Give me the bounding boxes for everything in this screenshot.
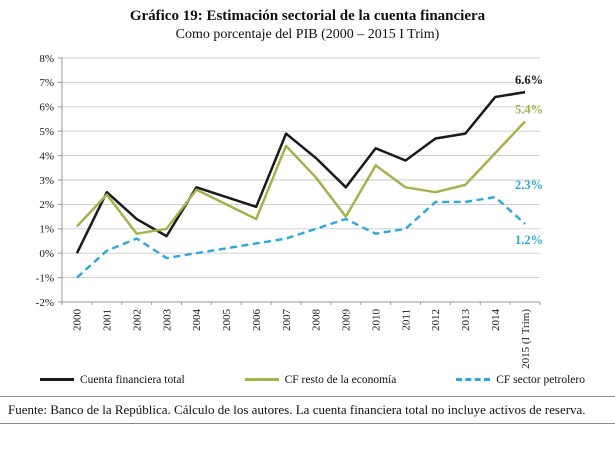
x-tick-label: 2001 bbox=[102, 309, 114, 331]
x-tick-label: 2000 bbox=[72, 308, 84, 331]
x-tick-label: 2004 bbox=[191, 308, 203, 331]
x-tick-label: 2002 bbox=[131, 309, 143, 331]
x-tick-label: 2012 bbox=[430, 309, 442, 331]
chart-legend: Cuenta financiera total CF resto de la e… bbox=[0, 374, 615, 386]
y-tick-label: 8% bbox=[39, 52, 54, 64]
x-tick-label: 2005 bbox=[221, 308, 233, 331]
footer-block: Fuente: Banco de la República. Cálculo d… bbox=[0, 395, 615, 425]
y-tick-label: -2% bbox=[36, 296, 54, 308]
series-line-2 bbox=[76, 195, 526, 279]
y-tick-label: 3% bbox=[39, 174, 54, 186]
chart-title: Gráfico 19: Estimación sectorial de la c… bbox=[129, 8, 486, 24]
y-tick-label: 0% bbox=[39, 248, 54, 260]
series-end-label: 6.6% bbox=[515, 73, 543, 87]
x-tick-label: 2007 bbox=[281, 308, 293, 331]
series-end-label: 1.2% bbox=[515, 232, 543, 246]
x-tick-label: 2008 bbox=[311, 308, 323, 331]
x-tick-label: 2015 (I Trim) bbox=[520, 308, 532, 368]
source-note: Fuente: Banco de la República. Cálculo d… bbox=[8, 401, 586, 417]
x-tick-label: 2009 bbox=[341, 308, 353, 331]
y-tick-label: 7% bbox=[39, 77, 54, 89]
series-end-label: 5.4% bbox=[515, 102, 543, 116]
legend-label-total: Cuenta financiera total bbox=[80, 373, 185, 386]
legend-item-cf-sector-petrolero: CF sector petrolero bbox=[456, 374, 585, 386]
y-tick-label: -1% bbox=[36, 272, 54, 284]
y-tick-label: 4% bbox=[39, 150, 54, 162]
legend-item-cuenta-financiera-total: Cuenta financiera total bbox=[40, 374, 185, 386]
x-tick-label: 2014 bbox=[490, 308, 502, 331]
legend-item-cf-resto-economia: CF resto de la economía bbox=[244, 373, 397, 386]
x-tick-label: 2003 bbox=[161, 308, 173, 331]
y-tick-label: 2% bbox=[39, 199, 54, 211]
x-tick-label: 2006 bbox=[251, 308, 263, 331]
x-tick-label: 2011 bbox=[400, 309, 412, 331]
chart-subtitle: Como porcentaje del PIB (2000 – 2015 I T… bbox=[175, 26, 440, 42]
legend-swatch-total bbox=[40, 378, 74, 382]
y-tick-label: 5% bbox=[39, 126, 54, 138]
series-end-label: 2.3% bbox=[515, 178, 543, 192]
legend-swatch-resto bbox=[244, 378, 279, 382]
legend-label-resto: CF resto de la economía bbox=[284, 373, 397, 386]
legend-label-petrolero: CF sector petrolero bbox=[496, 373, 585, 386]
line-chart: -2% -1% 0% 1% 2% 3% 4% 5% 6% 7% 8% 2000 2001 2002 2003… bbox=[36, 52, 543, 368]
x-tick-label: 2013 bbox=[460, 308, 472, 331]
series-line-0 bbox=[75, 90, 526, 254]
y-tick-label: 6% bbox=[39, 101, 54, 113]
y-tick-label: 1% bbox=[39, 223, 54, 235]
legend-swatch-petrolero bbox=[456, 378, 491, 382]
series-line-1 bbox=[76, 120, 526, 235]
x-tick-label: 2010 bbox=[370, 308, 382, 331]
